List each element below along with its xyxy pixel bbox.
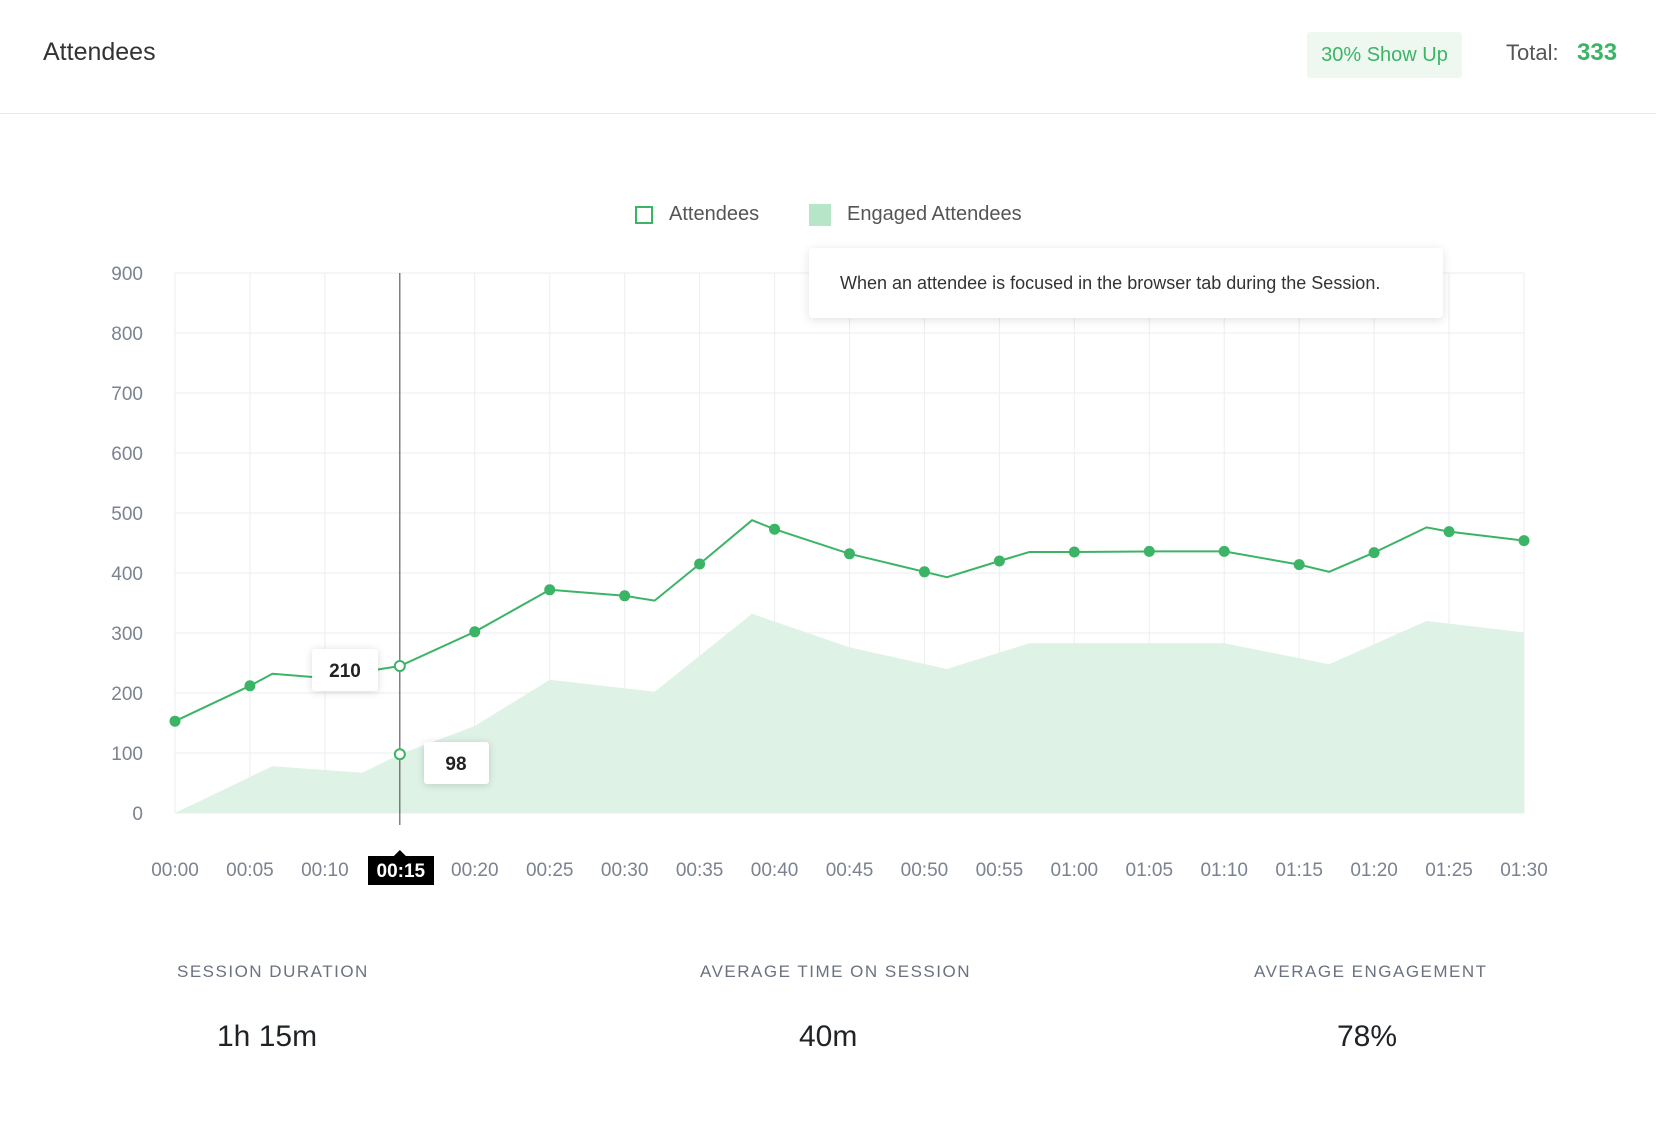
attendees-point bbox=[1218, 545, 1230, 557]
attendees-chart: 0 100 200 300 400 500 600 700 800 900 00:00 00:05 00… bbox=[111, 264, 1548, 885]
stat-value-average-time: 40m bbox=[799, 1020, 858, 1053]
x-tick-label: 00:20 bbox=[451, 860, 499, 881]
y-tick-label: 100 bbox=[111, 744, 143, 765]
stat-value-duration: 1h 15m bbox=[217, 1020, 318, 1053]
attendees-point bbox=[1293, 559, 1305, 571]
attendees-point bbox=[1143, 545, 1155, 557]
y-tick-label: 500 bbox=[111, 504, 143, 525]
stat-label-engagement: Average Engagement bbox=[1254, 962, 1488, 981]
attendees-header: Attendees 30% Show Up Total: 333 bbox=[0, 0, 1656, 114]
hover-point-attendees bbox=[393, 660, 406, 672]
x-tick-label: 00:25 bbox=[526, 860, 574, 881]
attendees-point bbox=[544, 584, 556, 596]
engaged-area bbox=[175, 613, 1524, 813]
legend-item-engaged[interactable]: Engaged Attendees bbox=[809, 203, 1022, 226]
x-tick-label: 01:05 bbox=[1126, 860, 1174, 881]
y-tick-label: 300 bbox=[111, 624, 143, 645]
attendees-point bbox=[619, 590, 631, 602]
x-tick-label: 00:10 bbox=[301, 860, 349, 881]
engaged-tooltip: When an attendee is focused in the brows… bbox=[809, 248, 1443, 318]
x-tick-label: 01:25 bbox=[1425, 860, 1473, 881]
x-tick-label: 00:00 bbox=[151, 860, 199, 881]
hover-tag-engaged bbox=[424, 742, 489, 784]
attendees-point bbox=[469, 626, 481, 638]
attendees-point bbox=[993, 555, 1005, 567]
hover-value-engaged: 98 bbox=[445, 754, 466, 775]
total-label: Total: bbox=[1506, 40, 1559, 65]
attendees-point bbox=[918, 566, 930, 578]
x-tick-label: 00:45 bbox=[826, 860, 874, 881]
hover-point-engaged bbox=[393, 748, 406, 761]
x-tick-label: 01:15 bbox=[1275, 860, 1323, 881]
x-tick-label: 00:05 bbox=[226, 860, 274, 881]
attendees-point bbox=[1518, 535, 1530, 547]
hover-value-attendees: 210 bbox=[329, 661, 361, 682]
y-tick-label: 800 bbox=[111, 324, 143, 345]
legend-swatch-engaged bbox=[809, 203, 831, 226]
attendees-point bbox=[1443, 526, 1455, 538]
legend-swatch-attendees bbox=[635, 205, 653, 224]
y-tick-label: 0 bbox=[132, 804, 143, 825]
attendees-point bbox=[169, 715, 181, 727]
legend-label-attendees: Attendees bbox=[669, 203, 760, 225]
x-tick-label-active: 00:15 bbox=[377, 861, 426, 882]
x-tick-label: 00:35 bbox=[676, 860, 724, 881]
x-tick-label: 01:10 bbox=[1200, 860, 1248, 881]
hover-tag-attendees bbox=[312, 649, 378, 691]
x-tick-label: 01:20 bbox=[1350, 860, 1398, 881]
y-tick-label: 400 bbox=[111, 564, 143, 585]
show-up-badge: 30% Show Up bbox=[1307, 32, 1462, 78]
legend-label-engaged: Engaged Attendees bbox=[847, 203, 1022, 225]
x-tick-label: 01:00 bbox=[1051, 860, 1099, 881]
page-title: Attendees bbox=[43, 38, 156, 66]
y-tick-label: 900 bbox=[111, 264, 143, 285]
attendees-point bbox=[694, 558, 706, 570]
y-tick-label: 600 bbox=[111, 444, 143, 465]
attendees-line bbox=[174, 519, 1525, 723]
attendees-point bbox=[1368, 547, 1380, 559]
chart-legend: Attendees Engaged Attendees bbox=[0, 203, 1656, 233]
x-tick-highlight-pointer bbox=[393, 850, 406, 856]
x-tick-label: 00:55 bbox=[976, 860, 1024, 881]
attendees-point bbox=[244, 680, 256, 692]
stat-value-engagement: 78% bbox=[1337, 1020, 1398, 1053]
x-tick-label: 01:30 bbox=[1500, 860, 1548, 881]
y-tick-label: 700 bbox=[111, 384, 143, 405]
x-tick-label: 00:50 bbox=[901, 860, 949, 881]
x-tick-label: 00:40 bbox=[751, 860, 799, 881]
x-tick-highlight bbox=[368, 856, 434, 885]
stat-label-duration: Session Duration bbox=[177, 962, 369, 981]
total-value: 333 bbox=[1577, 39, 1618, 66]
attendees-point bbox=[1068, 546, 1080, 558]
attendees-point bbox=[844, 548, 855, 560]
x-tick-label: 00:30 bbox=[601, 860, 649, 881]
y-tick-label: 200 bbox=[111, 684, 143, 705]
attendees-point bbox=[769, 523, 781, 535]
stat-label-average-time: Average Time on Session bbox=[700, 962, 971, 981]
legend-item-attendees[interactable]: Attendees bbox=[635, 203, 759, 226]
